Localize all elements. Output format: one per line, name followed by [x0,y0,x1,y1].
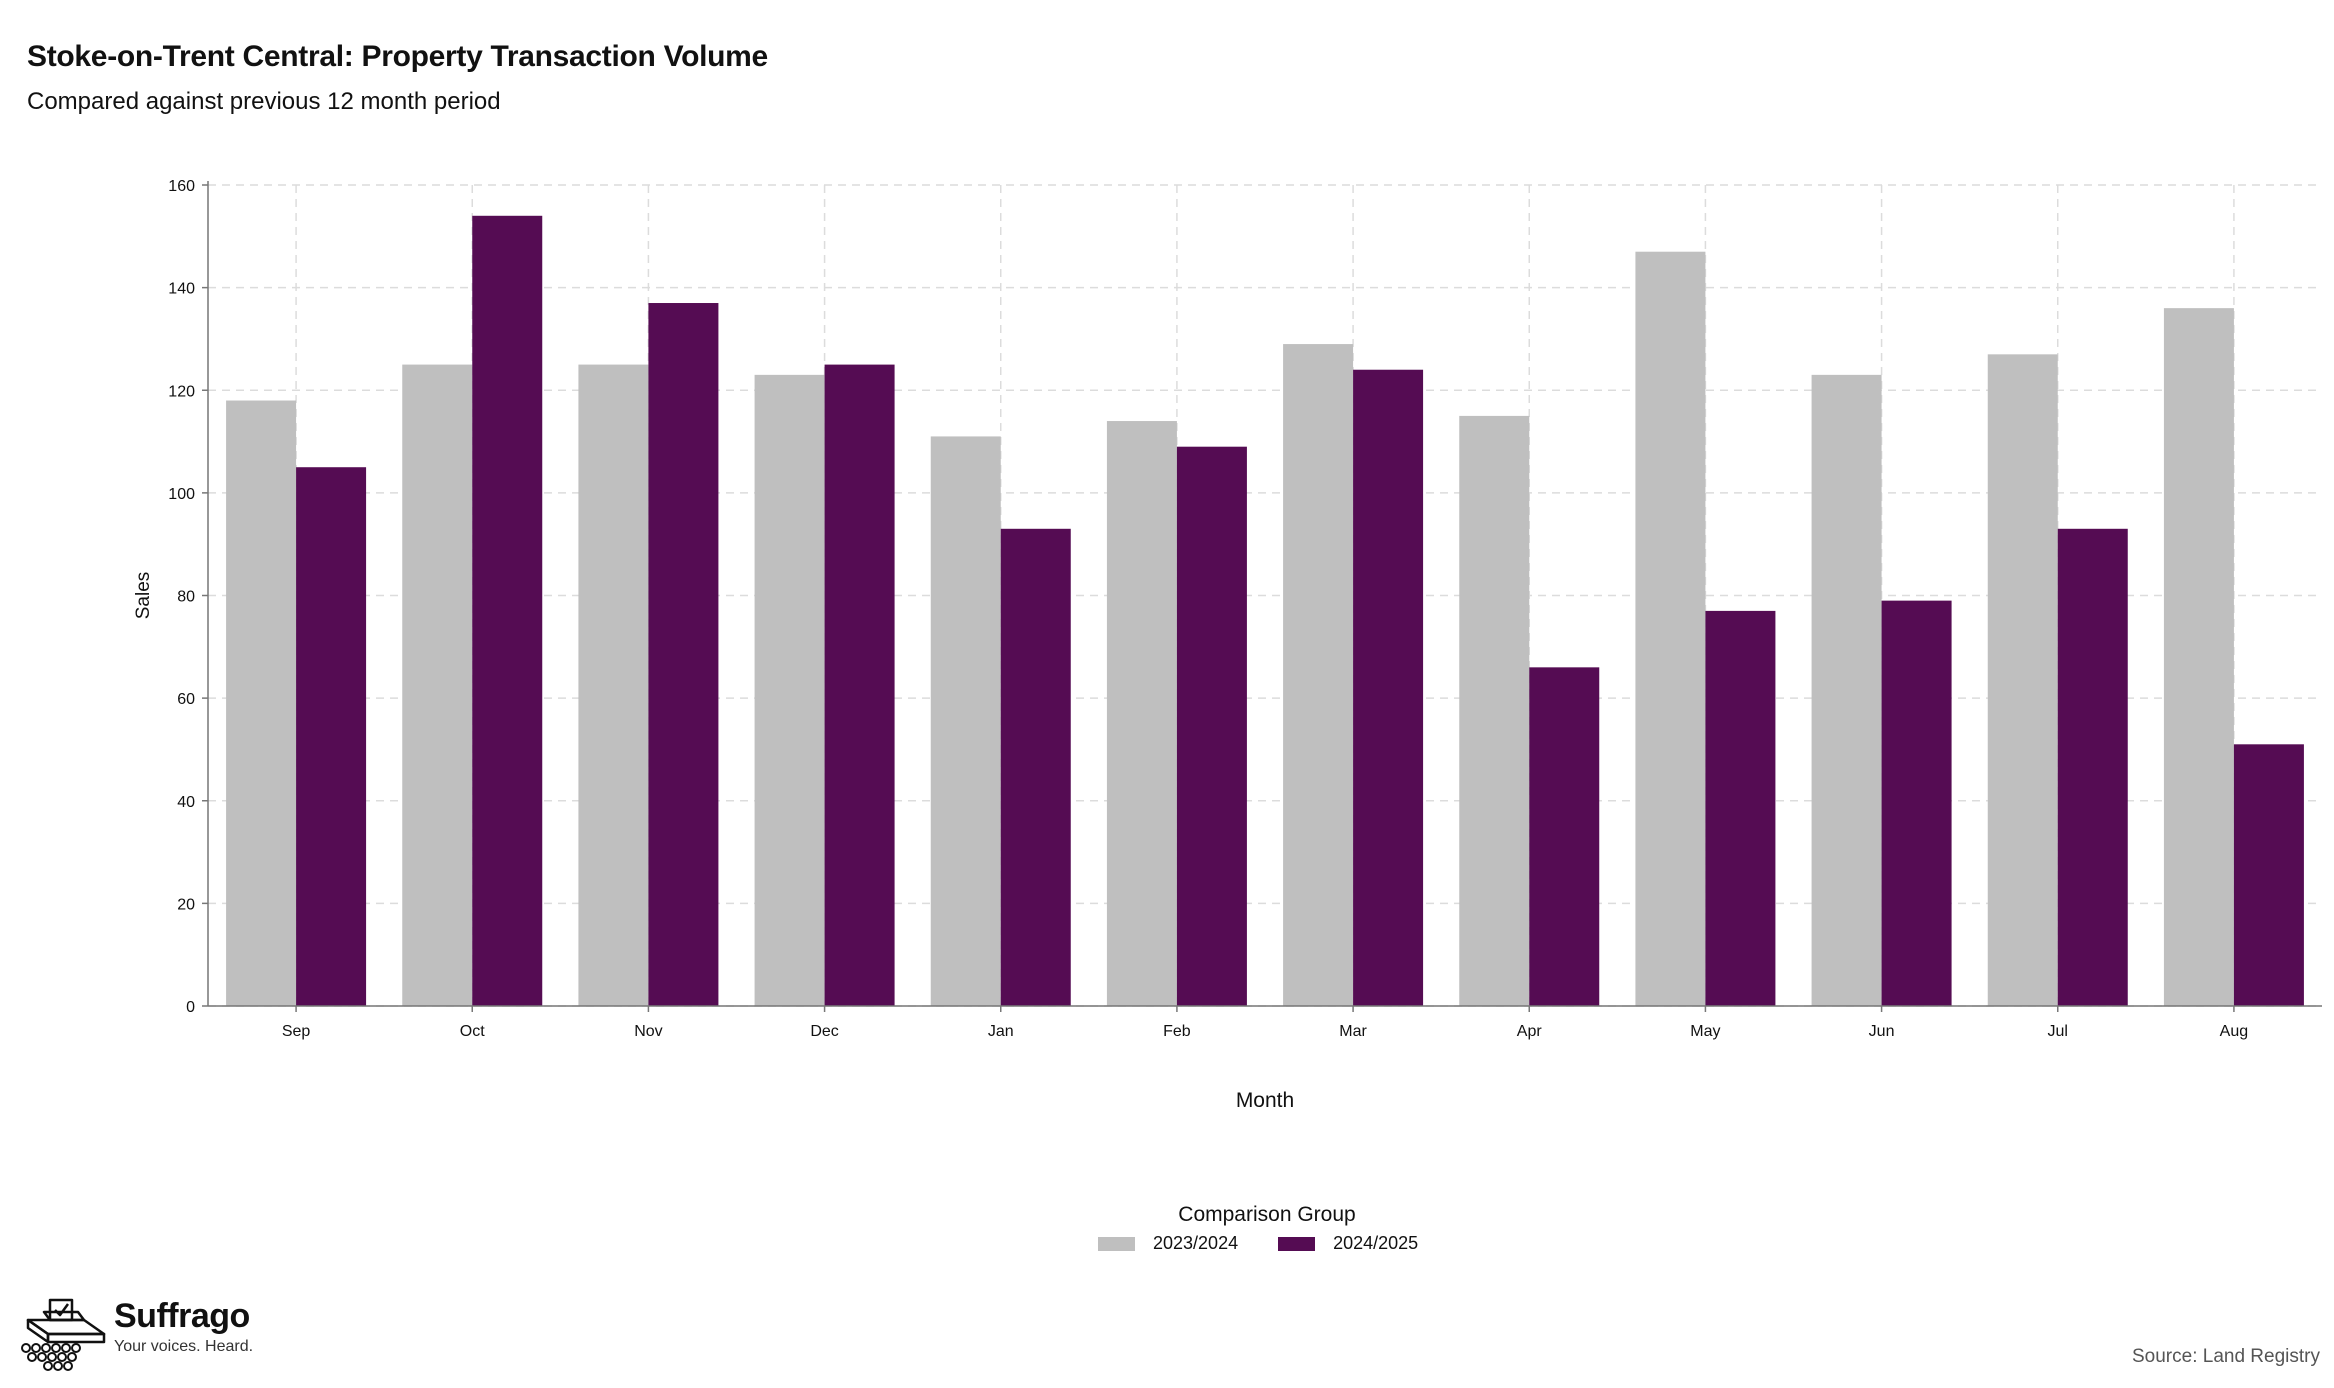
bar-jun-2023-2024 [1811,374,1882,1006]
x-tick-label: Jan [988,1023,1014,1040]
x-tick-label: Jun [1869,1023,1895,1040]
bar-feb-2024-2025 [1176,446,1247,1007]
y-tick-label: 100 [168,486,195,503]
y-tick-label: 40 [177,794,195,811]
bar-jul-2024-2025 [2057,528,2128,1006]
y-tick-label: 160 [168,178,195,195]
bar-jan-2023-2024 [930,436,1001,1006]
suffrago-logo: Suffrago Your voices. Heard. [14,1296,253,1376]
bar-mar-2024-2025 [1353,369,1424,1007]
x-tick-label: Dec [810,1023,838,1040]
bar-oct-2024-2025 [472,215,543,1007]
y-tick-label: 20 [177,896,195,913]
x-tick-label: May [1690,1023,1720,1040]
x-tick-label: Apr [1517,1023,1543,1040]
bar-may-2024-2025 [1705,610,1776,1006]
y-tick-label: 0 [186,999,195,1016]
bar-jul-2023-2024 [1987,354,2058,1006]
y-tick-label: 120 [168,383,195,400]
x-tick-label: Aug [2220,1023,2248,1040]
bar-apr-2023-2024 [1459,415,1530,1006]
x-axis-title: Month [1236,1089,1294,1112]
legend-label-2024-2025: 2024/2025 [1333,1233,1419,1253]
chart-subtitle: Compared against previous 12 month perio… [27,88,501,115]
bar-dec-2023-2024 [754,374,825,1006]
bar-jun-2024-2025 [1881,600,1952,1006]
source-note: Source: Land Registry [2132,1346,2320,1367]
x-tick-label: Oct [460,1023,485,1040]
brand-tagline: Your voices. Heard. [114,1338,254,1355]
bar-feb-2023-2024 [1106,421,1177,1007]
legend-title: Comparison Group [1178,1203,1356,1226]
x-tick-label: Nov [634,1023,662,1040]
bar-chart: 0 20 40 60 80 100 120 140 160 Sep Oct Nov Dec Jan Feb M… [133,178,2322,1112]
legend: 2023/2024 2024/2025 [1098,1233,1458,1254]
y-tick-label: 140 [168,281,195,298]
legend-label-2023-2024: 2023/2024 [1153,1233,1239,1253]
bar-aug-2023-2024 [2163,308,2234,1006]
bar-oct-2023-2024 [402,364,473,1006]
bar-sep-2023-2024 [226,400,297,1006]
bar-nov-2023-2024 [578,364,649,1006]
y-axis-title: Sales [133,572,154,620]
legend-swatch-2024-2025 [1278,1236,1316,1251]
bar-jan-2024-2025 [1000,528,1071,1006]
legend-item-2024-2025: 2024/2025 [1278,1233,1418,1254]
bar-may-2023-2024 [1635,251,1706,1007]
legend-swatch-2023-2024 [1098,1236,1135,1251]
bar-aug-2024-2025 [2233,744,2304,1006]
ballot-box-icon [21,1298,106,1371]
chart-title: Stoke-on-Trent Central: Property Transac… [27,40,768,73]
x-tick-label: Sep [282,1023,311,1040]
x-tick-label: Feb [1163,1023,1191,1040]
x-tick-label: Mar [1339,1023,1367,1040]
y-tick-label: 60 [177,691,195,708]
bar-apr-2024-2025 [1529,667,1600,1006]
brand-name: Suffrago [114,1297,250,1335]
x-tick-label: Jul [2048,1023,2068,1040]
bar-nov-2024-2025 [648,303,719,1006]
bar-mar-2023-2024 [1283,344,1354,1007]
y-tick-label: 80 [177,589,195,606]
bar-sep-2024-2025 [296,467,367,1006]
bar-dec-2024-2025 [824,364,895,1006]
legend-item-2023-2024: 2023/2024 [1098,1233,1238,1254]
